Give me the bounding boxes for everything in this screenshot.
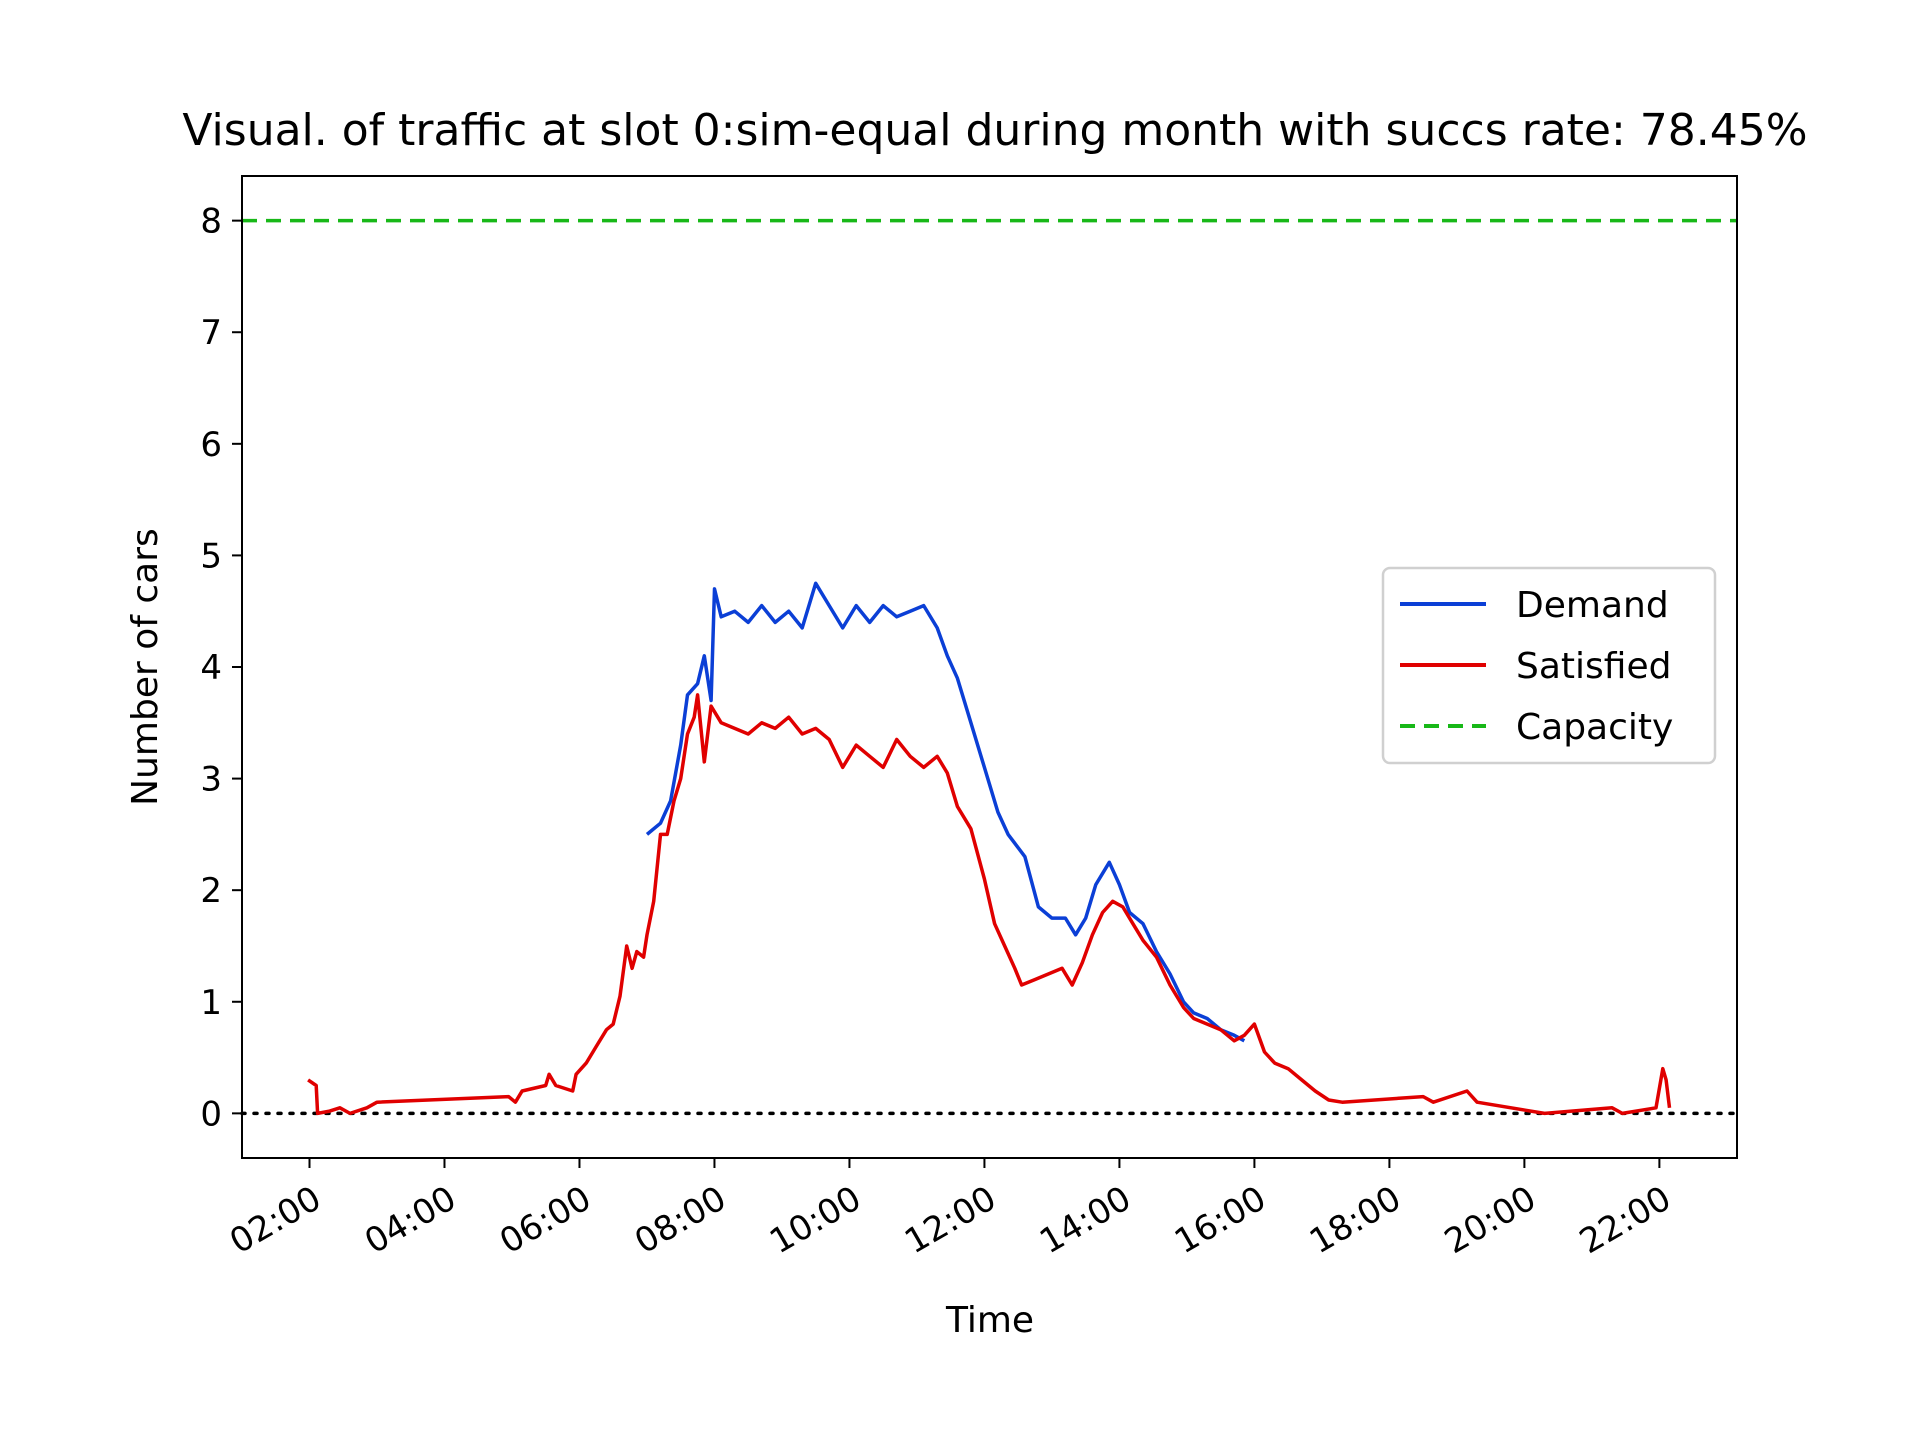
y-tick-label: 1 <box>200 983 222 1023</box>
y-tick-label: 4 <box>200 648 222 688</box>
y-tick-label: 6 <box>200 425 222 465</box>
legend-label-demand: Demand <box>1516 585 1669 626</box>
legend-label-satisfied: Satisfied <box>1516 646 1671 687</box>
legend-box <box>1381 566 1717 765</box>
y-tick-label: 8 <box>200 202 222 242</box>
series-line-demand <box>645 581 1246 1043</box>
chart-title: Visual. of traffic at slot 0:sim-equal d… <box>182 105 1807 156</box>
legend-label-capacity: Capacity <box>1516 707 1673 748</box>
y-tick-label: 3 <box>200 760 222 800</box>
y-tick-label: 5 <box>200 536 222 576</box>
y-axis-label: Number of cars <box>125 528 166 806</box>
legend: Demand Satisfied Capacity <box>1381 566 1717 765</box>
y-tick-label: 7 <box>200 313 222 353</box>
x-axis-label: Time <box>945 1300 1034 1341</box>
y-tick-label: 0 <box>200 1094 222 1134</box>
series-line-satisfied <box>307 693 1672 1116</box>
y-tick-label: 2 <box>200 871 222 911</box>
